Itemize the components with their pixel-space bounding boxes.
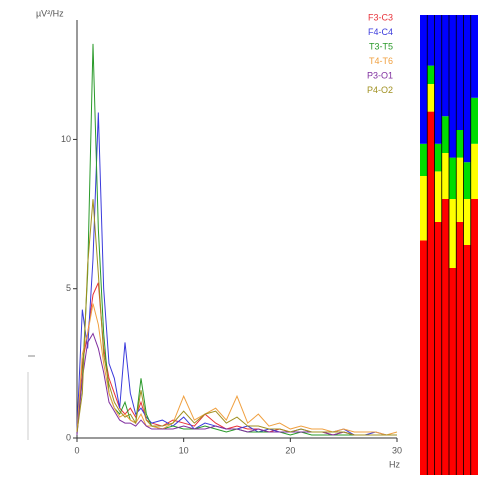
- bar-segment: [449, 157, 457, 199]
- bar-segment: [434, 15, 442, 144]
- bar-segment: [456, 130, 464, 158]
- bar-segment: [456, 15, 464, 130]
- x-tick-label: 10: [179, 445, 189, 455]
- bar-segment: [456, 157, 464, 222]
- bar-segment: [434, 143, 442, 172]
- bar-segment: [456, 222, 464, 475]
- bar-segment: [470, 97, 478, 144]
- bar-segment: [463, 199, 471, 245]
- bar-segment: [427, 111, 435, 475]
- x-tick-label: 0: [74, 445, 79, 455]
- line-series: [76, 282, 397, 436]
- bar-segment: [470, 199, 478, 475]
- x-axis-label: Hz: [389, 459, 400, 469]
- x-tick-label: 20: [285, 445, 295, 455]
- line-series: [76, 199, 397, 436]
- bar-segment: [470, 15, 478, 98]
- x-tick-label: 30: [392, 445, 402, 455]
- bar-segment: [463, 245, 471, 475]
- bar-segment: [449, 199, 457, 268]
- bar-segment: [441, 153, 449, 199]
- bar-segment: [441, 15, 449, 117]
- line-series: [76, 303, 398, 436]
- bar-segment: [441, 199, 449, 475]
- bar-segment: [463, 15, 471, 163]
- bar-segment: [463, 162, 471, 199]
- bar-segment: [420, 15, 428, 144]
- legend-entry: F3-C3: [368, 12, 393, 22]
- bar-segment: [420, 143, 428, 176]
- line-series: [76, 332, 397, 436]
- bar-segment: [420, 240, 428, 475]
- legend-entry: F4-C4: [368, 27, 393, 37]
- y-tick-label: 5: [66, 283, 71, 293]
- y-tick-label: 0: [66, 432, 71, 442]
- bar-segment: [427, 84, 435, 112]
- line-series: [76, 112, 397, 436]
- bar-segment: [470, 143, 478, 199]
- bar-segment: [434, 222, 442, 475]
- bar-segment: [420, 176, 428, 241]
- bar-segment: [441, 116, 449, 153]
- bar-segment: [427, 65, 435, 84]
- bar-segment: [427, 15, 435, 66]
- line-series: [76, 43, 397, 436]
- y-tick-label: 10: [61, 134, 71, 144]
- legend-entry: P4-O2: [367, 85, 393, 95]
- y-axis-label: µV²/Hz: [36, 8, 64, 18]
- legend-entry: P3-O1: [367, 70, 393, 80]
- bar-segment: [449, 268, 457, 475]
- legend-entry: T3-T5: [369, 41, 393, 51]
- legend-entry: T4-T6: [369, 56, 393, 66]
- bar-segment: [449, 15, 457, 158]
- bar-segment: [434, 171, 442, 222]
